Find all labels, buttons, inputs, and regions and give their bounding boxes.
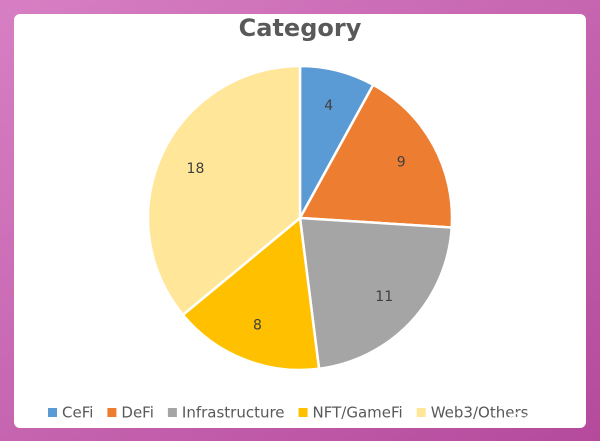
legend-label: DeFi [121,404,153,422]
watermark: 金色财经 [508,411,572,430]
data-label: 8 [253,317,262,333]
pie-slice [298,216,454,371]
legend-swatch [416,408,426,417]
pie-slice [146,64,302,317]
legend-swatch [48,408,57,417]
data-label: 4 [324,98,333,114]
pie: 4 9 11 8 18 [146,64,454,372]
legend-label: NFT/GameFi [313,404,403,422]
legend: CeFi DeFi Infrastructure NFT/GameFi Web3/Oth… [48,404,529,422]
legend-swatch [167,408,177,417]
chart-title: Category [239,14,362,42]
legend-swatch [298,408,308,417]
legend-label: Web3/Others [431,404,529,422]
data-label: 11 [375,289,393,305]
legend-label: Infrastructure [182,404,285,422]
pie-slice [181,215,321,372]
legend-swatch [107,408,117,417]
data-label: 18 [187,161,205,177]
legend-label: CeFi [62,404,93,422]
data-label: 9 [397,154,406,170]
pie-slice [297,83,454,229]
